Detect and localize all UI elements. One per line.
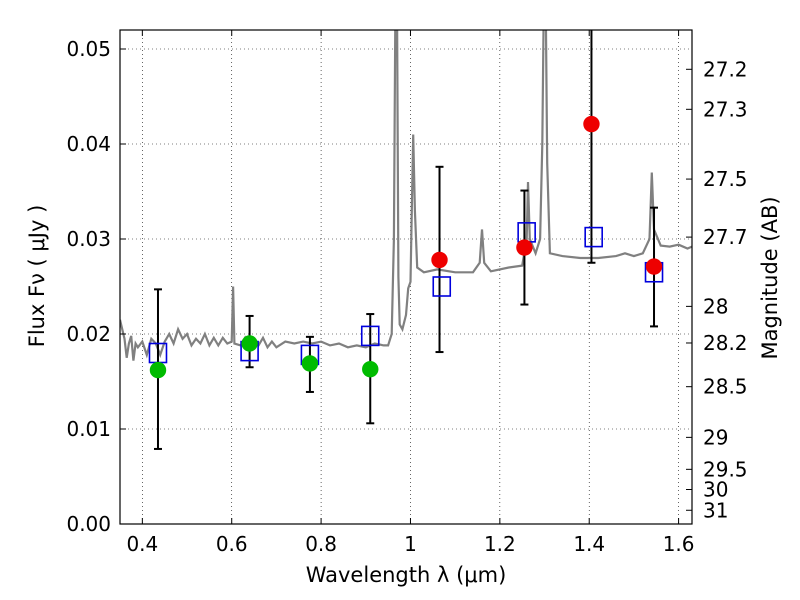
y-axis-label: Flux Fν ( μJy ) [25, 205, 49, 348]
plot-frame [119, 29, 693, 525]
magnitude-tick-label: 30 [703, 478, 728, 502]
detection-point [516, 239, 533, 256]
error-bar-layer [153, 30, 659, 450]
detection-point [431, 251, 448, 269]
x-tick-label: 1.6 [663, 532, 695, 556]
y-tick-label: 0.01 [66, 417, 111, 441]
detection-point [301, 355, 319, 372]
x-tick-label: 1.4 [573, 532, 605, 556]
model-photometry-square [432, 276, 452, 297]
magnitude-tick-label: 27.5 [703, 167, 748, 191]
magnitude-tick-label: 29 [703, 425, 728, 449]
detection-point [241, 335, 258, 352]
detection-point-layer [149, 115, 663, 379]
y-tick-label: 0.03 [66, 227, 111, 251]
magnitude-tick-label: 27.2 [703, 57, 748, 81]
y-axis: 0.00 0.01 0.02 0.03 0.04 0.05 [66, 37, 126, 536]
magnitude-tick-label: 29.5 [703, 457, 748, 481]
x-tick-label: 0.6 [216, 532, 248, 556]
magnitude-tick-label: 28.5 [703, 375, 748, 399]
y-tick-label: 0.02 [66, 322, 111, 346]
x-tick-label: 1.2 [484, 532, 516, 556]
x-tick-label: 0.8 [305, 532, 337, 556]
y-tick-label: 0.00 [66, 512, 111, 536]
magnitude-tick-label: 31 [703, 498, 728, 522]
grid [120, 30, 692, 525]
magnitude-tick-label: 27.3 [703, 97, 748, 121]
y-tick-label: 0.04 [66, 132, 111, 156]
magnitude-axis-label: Magnitude (AB) [758, 196, 782, 359]
x-axis-label: Wavelength λ (μm) [306, 563, 507, 587]
x-tick-label: 0.4 [126, 532, 158, 556]
model-spectrum-line [120, 30, 692, 361]
x-axis: 0.4 0.6 0.8 1 1.2 1.4 1.6 [126, 30, 695, 556]
detection-point [149, 361, 167, 379]
detection-point [362, 360, 379, 378]
magnitude-tick-label: 28 [703, 294, 728, 318]
model-photometry-square [584, 226, 603, 248]
model-photometry-square [360, 325, 380, 347]
detection-point [583, 115, 600, 133]
detection-point [645, 258, 663, 275]
x-tick-label: 1 [404, 532, 417, 556]
spectrum-layer [120, 30, 692, 361]
magnitude-tick-label: 28.2 [703, 331, 748, 355]
y-tick-label: 0.05 [66, 37, 111, 61]
magnitude-tick-label: 27.7 [703, 225, 748, 249]
